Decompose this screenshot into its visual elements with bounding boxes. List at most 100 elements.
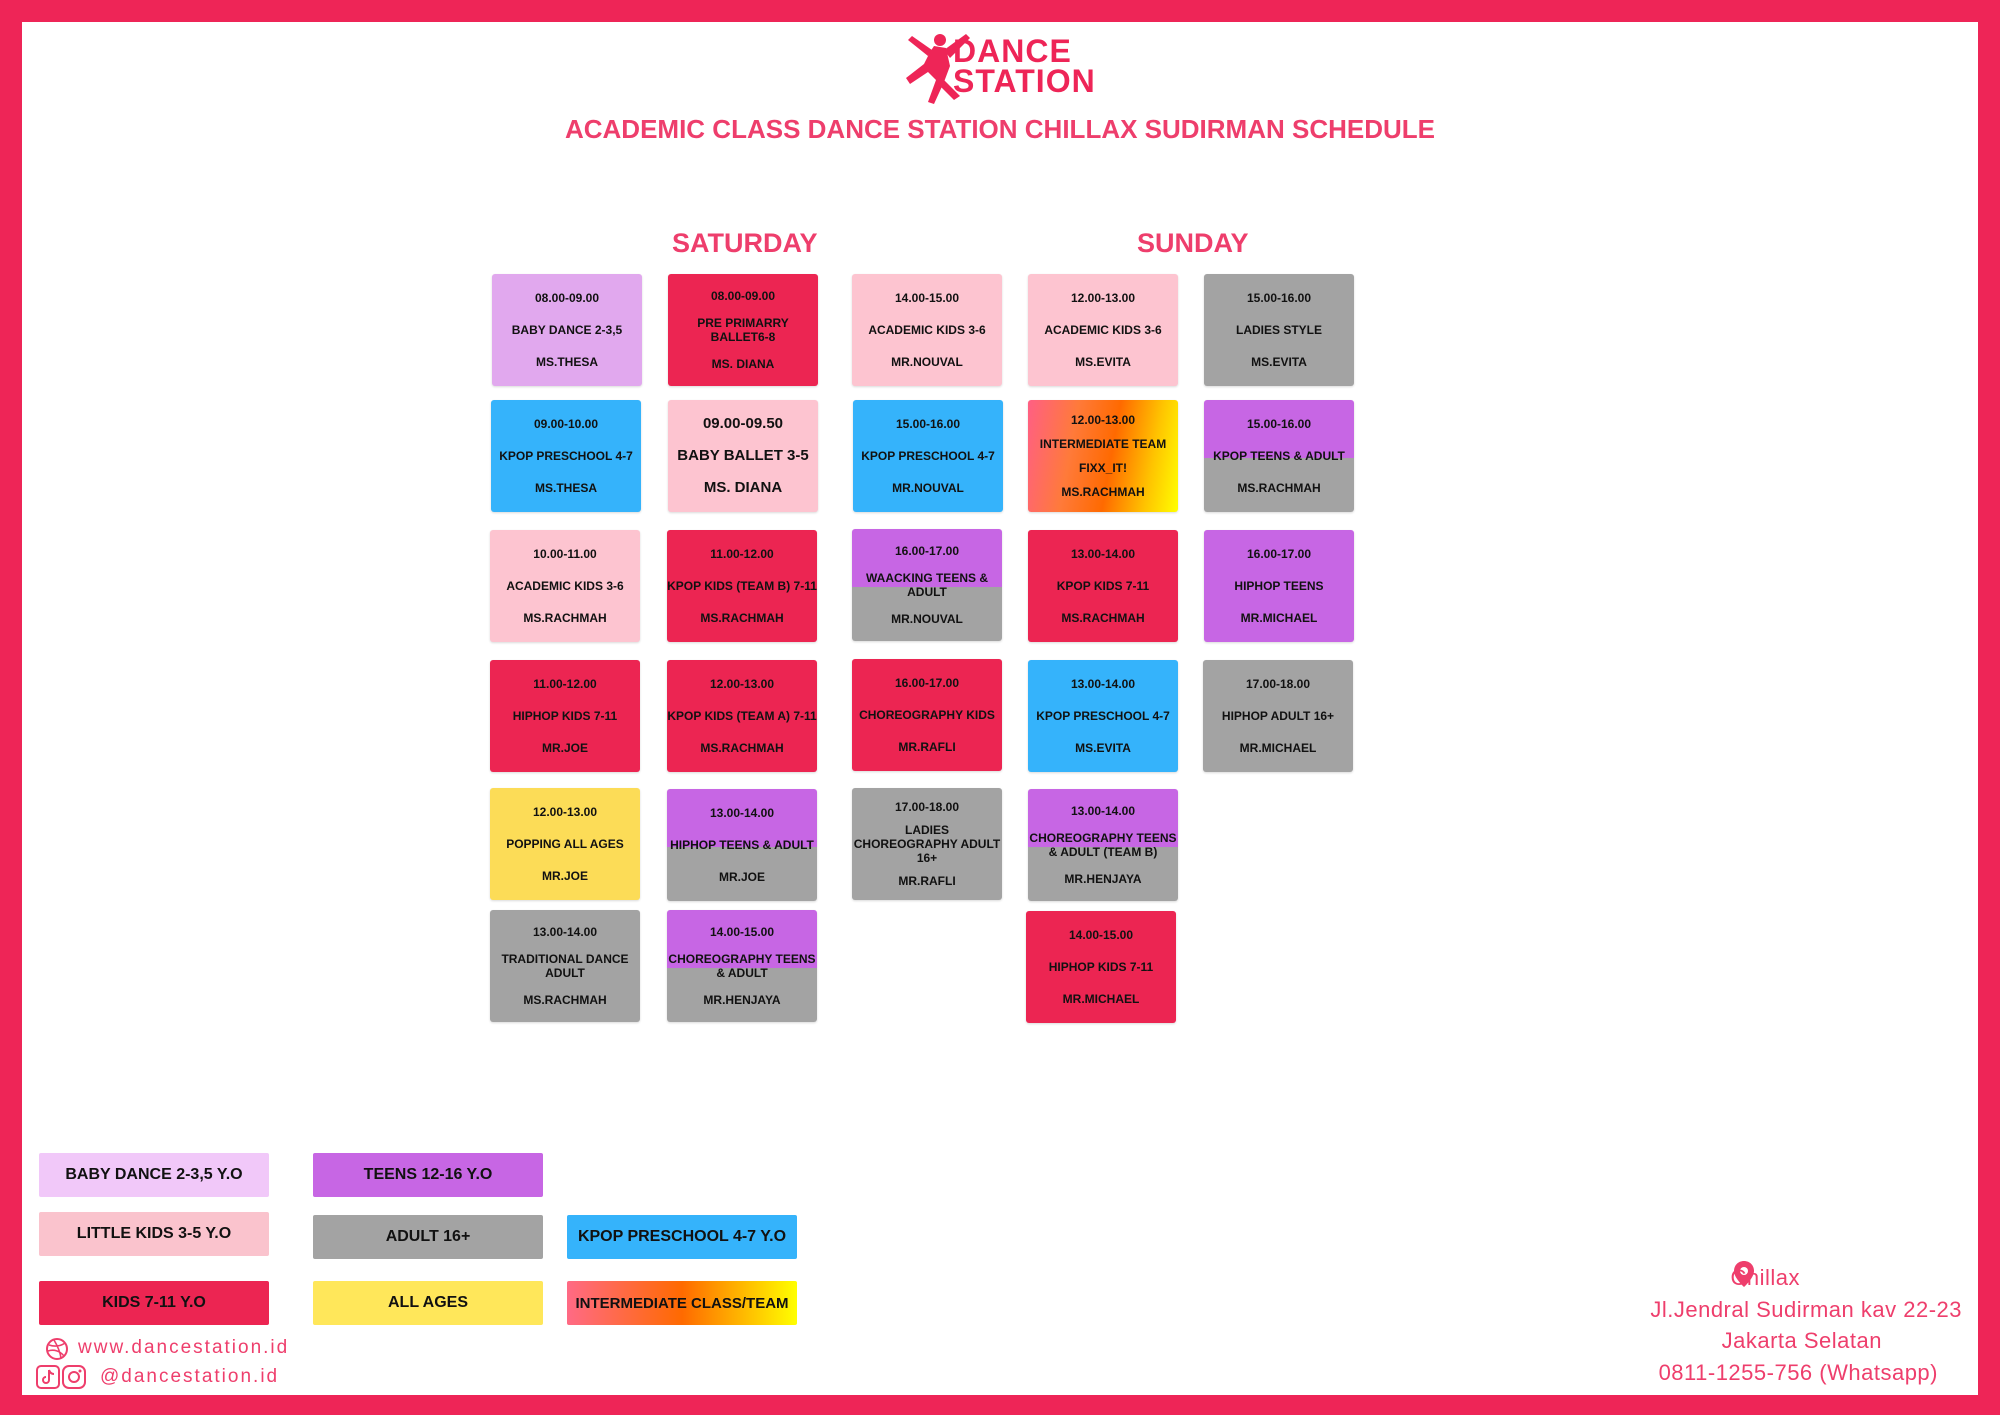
social-handle[interactable]: @dancestation.id	[100, 1366, 280, 1387]
class-time: 08.00-09.00	[534, 291, 600, 305]
day-heading-sunday: SUNDAY	[1137, 228, 1249, 258]
phone-number[interactable]: 0811-1255-756 (Whatsapp)	[1658, 1360, 1938, 1385]
class-card[interactable]: 11.00-12.00 KPOP KIDS (TEAM B) 7-11 MS.R…	[667, 530, 817, 642]
class-card[interactable]: 16.00-17.00 HIPHOP TEENS MR.MICHAEL	[1204, 530, 1354, 642]
class-teacher: MR.HENJAYA	[703, 993, 781, 1008]
class-time: 15.00-16.00	[1246, 417, 1312, 431]
class-teacher: MS.THESA	[534, 481, 597, 495]
class-card[interactable]: 13.00-14.00 KPOP PRESCHOOL 4-7 MS.EVITA	[1028, 660, 1178, 772]
tiktok-icon[interactable]	[36, 1365, 60, 1389]
dribbble-globe-icon	[46, 1338, 68, 1360]
class-teacher: MR.MICHAEL	[1240, 611, 1318, 625]
website-link[interactable]: www.dancestation.id	[78, 1337, 290, 1358]
class-teacher: MR.JOE	[541, 741, 588, 755]
class-card[interactable]: 16.00-17.00 CHOREOGRAPHY KIDS MR.RAFLI	[852, 659, 1002, 771]
class-teacher: MR.HENJAYA	[1064, 872, 1142, 887]
class-teacher: MS.EVITA	[1251, 355, 1307, 369]
address-line-2: Jakarta Selatan	[1721, 1328, 1882, 1353]
class-card[interactable]: 15.00-16.00 LADIES STYLE MS.EVITA	[1204, 274, 1354, 386]
page-title: ACADEMIC CLASS DANCE STATION CHILLAX SUD…	[564, 114, 1436, 144]
class-card[interactable]: 09.00-10.00 KPOP PRESCHOOL 4-7 MS.THESA	[491, 400, 641, 512]
class-teacher: MS.RACHMAH	[1237, 481, 1321, 495]
class-card[interactable]: 15.00-16.00 KPOP PRESCHOOL 4-7 MR.NOUVAL	[853, 400, 1003, 512]
class-name: HIPHOP KIDS 7-11	[1048, 960, 1154, 974]
class-name: KPOP PRESCHOOL 4-7	[499, 449, 633, 463]
class-time: 13.00-14.00	[1070, 677, 1136, 691]
class-name: CHOREOGRAPHY KIDS	[859, 708, 995, 722]
class-card[interactable]: 12.00-13.00 INTERMEDIATE TEAM FIXX_IT! M…	[1028, 400, 1178, 512]
class-card[interactable]: 13.00-14.00 CHOREOGRAPHY TEENS & ADULT (…	[1028, 789, 1178, 901]
class-teacher: MS.RACHMAH	[523, 611, 607, 625]
class-name: KPOP KIDS 7-11	[1056, 579, 1150, 593]
class-extra: FIXX_IT!	[1078, 461, 1127, 475]
class-time: 13.00-14.00	[709, 806, 775, 820]
class-name: HIPHOP ADULT 16+	[1221, 709, 1335, 723]
location-name: Chillax	[1730, 1265, 1800, 1290]
brand-logo-text: DANCE STATION	[953, 33, 1096, 97]
class-name: TRADITIONAL DANCE ADULT	[501, 951, 629, 980]
class-time: 09.00-09.50	[702, 415, 784, 432]
class-teacher: MR.RAFLI	[898, 873, 956, 888]
class-card[interactable]: 13.00-14.00 TRADITIONAL DANCE ADULT MS.R…	[490, 910, 640, 1022]
class-name: WAACKING TEENS & ADULT	[865, 570, 988, 599]
legend-all-ages: ALL AGES	[313, 1281, 543, 1325]
class-card[interactable]: 12.00-13.00 KPOP KIDS (TEAM A) 7-11 MS.R…	[667, 660, 817, 772]
class-card[interactable]: 12.00-13.00 POPPING ALL AGES MR.JOE	[490, 788, 640, 900]
class-teacher: MS.RACHMAH	[523, 993, 607, 1008]
legend-baby-dance: BABY DANCE 2-3,5 Y.O	[39, 1153, 269, 1197]
class-teacher: MR.JOE	[718, 870, 765, 884]
class-card[interactable]: 13.00-14.00 KPOP KIDS 7-11 MS.RACHMAH	[1028, 530, 1178, 642]
class-teacher: MS.RACHMAH	[700, 741, 784, 755]
legend-adult: ADULT 16+	[313, 1215, 543, 1259]
class-teacher: MR.NOUVAL	[892, 481, 964, 495]
logo-line-1: DANCE	[953, 33, 1072, 69]
legend-little-kids: LITTLE KIDS 3-5 Y.O	[39, 1212, 269, 1256]
dancer-logo-icon	[906, 34, 970, 104]
class-time: 14.00-15.00	[894, 291, 960, 305]
class-time: 11.00-12.00	[710, 547, 774, 561]
class-card[interactable]: 17.00-18.00 LADIES CHOREOGRAPHY ADULT 16…	[852, 788, 1002, 900]
instagram-icon[interactable]	[62, 1365, 86, 1389]
class-name: INTERMEDIATE TEAM	[1039, 437, 1167, 451]
class-time: 08.00-09.00	[710, 288, 776, 303]
class-card[interactable]: 17.00-18.00 HIPHOP ADULT 16+ MR.MICHAEL	[1203, 660, 1353, 772]
day-heading-saturday: SATURDAY	[672, 228, 818, 258]
class-time: 13.00-14.00	[1070, 803, 1136, 818]
class-teacher: MS.EVITA	[1075, 741, 1131, 755]
class-teacher: MR.JOE	[541, 869, 588, 883]
legend-kids: KIDS 7-11 Y.O	[39, 1281, 269, 1325]
class-card[interactable]: 10.00-11.00 ACADEMIC KIDS 3-6 MS.RACHMAH	[490, 530, 640, 642]
class-time: 12.00-13.00	[1070, 291, 1136, 305]
class-teacher: MS.RACHMAH	[700, 611, 784, 625]
class-time: 16.00-17.00	[1246, 547, 1312, 561]
class-teacher: MR.NOUVAL	[891, 355, 963, 369]
class-card[interactable]: 14.00-15.00 HIPHOP KIDS 7-11 MR.MICHAEL	[1026, 911, 1176, 1023]
class-card[interactable]: 11.00-12.00 HIPHOP KIDS 7-11 MR.JOE	[490, 660, 640, 772]
class-teacher: MS.THESA	[535, 355, 598, 369]
class-name: ACADEMIC KIDS 3-6	[506, 579, 624, 593]
class-name: HIPHOP KIDS 7-11	[512, 709, 618, 723]
class-card[interactable]: 08.00-09.00 BABY DANCE 2-3,5 MS.THESA	[492, 274, 642, 386]
class-time: 16.00-17.00	[894, 676, 960, 690]
class-card[interactable]: 09.00-09.50 BABY BALLET 3-5 MS. DIANA	[668, 400, 818, 512]
location-pin-icon	[1734, 1261, 1754, 1287]
class-time: 15.00-16.00	[895, 417, 961, 431]
class-name: KPOP PRESCHOOL 4-7	[1036, 709, 1170, 723]
legend-kpop-preschool: KPOP PRESCHOOL 4-7 Y.O	[567, 1215, 797, 1259]
class-card[interactable]: 16.00-17.00 WAACKING TEENS & ADULT MR.NO…	[852, 529, 1002, 641]
class-teacher: MR.MICHAEL	[1062, 992, 1140, 1006]
class-card[interactable]: 13.00-14.00 HIPHOP TEENS & ADULT MR.JOE	[667, 789, 817, 901]
class-name: HIPHOP TEENS & ADULT	[670, 838, 814, 852]
class-name: LADIES STYLE	[1235, 323, 1322, 337]
class-card[interactable]: 12.00-13.00 ACADEMIC KIDS 3-6 MS.EVITA	[1028, 274, 1178, 386]
class-card[interactable]: 14.00-15.00 CHOREOGRAPHY TEENS & ADULT M…	[667, 910, 817, 1022]
class-time: 12.00-13.00	[709, 677, 775, 691]
class-card[interactable]: 14.00-15.00 ACADEMIC KIDS 3-6 MR.NOUVAL	[852, 274, 1002, 386]
class-teacher: MR.MICHAEL	[1239, 741, 1317, 755]
class-card[interactable]: 08.00-09.00 PRE PRIMARRY BALLET6-8 MS. D…	[668, 274, 818, 386]
class-time: 15.00-16.00	[1246, 291, 1312, 305]
class-name: PRE PRIMARRY BALLET6-8	[697, 315, 789, 344]
class-name: LADIES CHOREOGRAPHY ADULT 16+	[853, 822, 1001, 865]
class-card[interactable]: 15.00-16.00 KPOP TEENS & ADULT MS.RACHMA…	[1204, 400, 1354, 512]
class-time: 13.00-14.00	[532, 924, 598, 939]
